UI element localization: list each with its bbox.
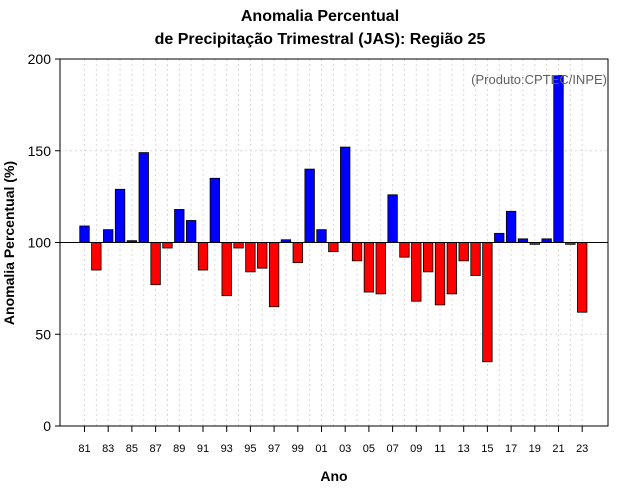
bar-2006	[375, 242, 386, 295]
x-tick-label: 95	[244, 443, 256, 455]
bar-2003	[340, 146, 351, 243]
x-tick-label: 17	[505, 443, 517, 455]
y-axis-label: Anomalia Percentual (%)	[1, 161, 17, 325]
y-tick-label: 200	[28, 51, 52, 67]
bar-1984	[114, 188, 126, 243]
x-tick-label: 91	[197, 443, 209, 455]
bar-2012	[446, 242, 458, 295]
bar-1999	[292, 242, 303, 264]
bar-2018	[517, 238, 529, 243]
bar-2009	[411, 242, 422, 302]
bar-2020	[541, 238, 552, 243]
bar-2005	[363, 242, 375, 293]
bar-2015	[482, 242, 493, 363]
bar-1982	[91, 242, 102, 271]
bar-2004	[351, 242, 363, 262]
source-annotation: (Produto:CPTEC/INPE)	[471, 72, 607, 87]
x-tick-label: 15	[481, 443, 493, 455]
bars	[79, 75, 588, 363]
bar-2014	[470, 242, 481, 276]
bar-2013	[458, 242, 469, 262]
bar-2017	[505, 210, 517, 243]
x-tick-label: 01	[315, 443, 327, 455]
x-axis: 81 83 85 87 89 91 93 95 97 99 01 03 05 07 09 11 13 15 17 19…	[78, 426, 588, 455]
bar-1992	[209, 177, 221, 243]
bar-1987	[150, 242, 161, 286]
y-tick-label: 50	[35, 326, 51, 342]
bar-2001	[316, 229, 327, 243]
bar-1981	[79, 225, 90, 243]
y-axis: 0 50 100 150 200	[28, 51, 60, 434]
bar-2002	[328, 242, 339, 253]
x-tick-label: 09	[410, 443, 422, 455]
x-tick-label: 89	[173, 443, 185, 455]
x-axis-label: Ano	[320, 468, 347, 484]
x-tick-label: 05	[363, 443, 375, 455]
bar-1996	[257, 242, 268, 269]
bar-1995	[245, 242, 256, 273]
bar-1991	[197, 242, 209, 271]
bar-2008	[399, 242, 410, 258]
x-tick-label: 11	[434, 443, 445, 455]
bar-1994	[233, 242, 244, 249]
y-tick-label: 100	[28, 235, 52, 251]
x-tick-label: 13	[458, 443, 470, 455]
x-tick-label: 93	[221, 443, 233, 455]
x-tick-label: 03	[339, 443, 351, 455]
y-tick-label: 150	[28, 143, 52, 159]
y-tick-label: 0	[43, 418, 51, 434]
x-tick-label: 99	[292, 443, 304, 455]
bar-1988	[162, 242, 173, 249]
bar-1997	[268, 242, 280, 308]
bar-2007	[387, 194, 398, 243]
x-tick-label: 07	[386, 443, 398, 455]
bar-2000	[304, 168, 315, 243]
bar-2016	[494, 232, 505, 243]
bar-2010	[422, 242, 434, 273]
bar-2021	[553, 75, 564, 243]
bar-1983	[103, 229, 114, 243]
x-tick-label: 21	[552, 443, 564, 455]
bar-1986	[138, 152, 149, 243]
x-tick-label: 83	[102, 443, 114, 455]
x-tick-label: 81	[78, 443, 90, 455]
chart-subtitle: de Precipitação Trimestral (JAS): Região…	[154, 31, 486, 48]
x-tick-label: 23	[576, 443, 588, 455]
bar-1989	[174, 209, 185, 243]
bar-1990	[185, 220, 197, 243]
chart-title: Anomalia Percentual	[240, 8, 400, 25]
bar-1993	[221, 242, 232, 297]
x-tick-label: 87	[149, 443, 161, 455]
bar-2011	[434, 242, 446, 306]
x-tick-label: 97	[268, 443, 280, 455]
x-tick-label: 85	[126, 443, 138, 455]
bar-2023	[577, 242, 588, 313]
x-tick-label: 19	[529, 443, 541, 455]
